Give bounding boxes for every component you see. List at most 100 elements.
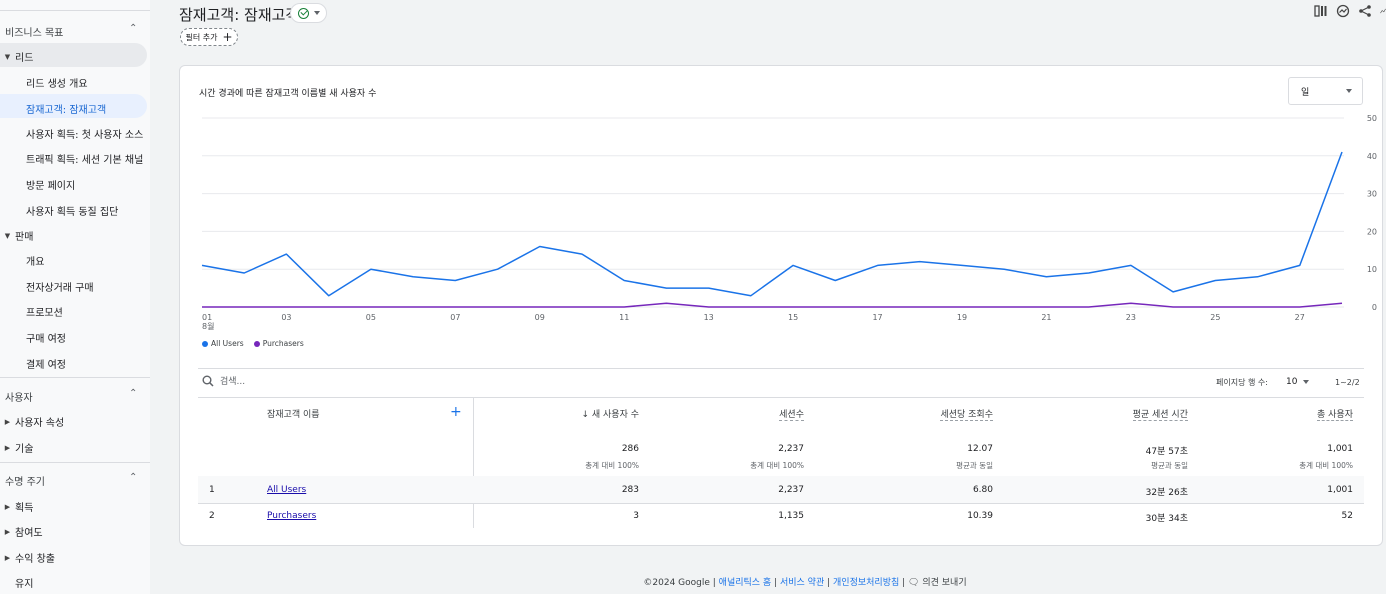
sidebar-item-lead-overview[interactable]: 리드 생성 개요: [26, 79, 88, 90]
sidebar-item-user-acquisition[interactable]: 사용자 획득: 첫 사용자 소스 / ...: [26, 130, 146, 141]
sidebar-item-sales-overview[interactable]: 개요: [26, 257, 45, 268]
header-actions: [1314, 4, 1386, 18]
sidebar-group-label: 획득: [15, 503, 34, 514]
chart-title: 시간 경과에 따른 잠재고객 이름별 새 사용자 수: [199, 89, 377, 99]
col-header-sessions[interactable]: 세션수: [779, 407, 804, 421]
add-filter-button[interactable]: 필터 추가 +: [180, 28, 238, 46]
legend-label: Purchasers: [262, 339, 304, 348]
dimension-header[interactable]: 잠재고객 이름: [267, 410, 320, 420]
granularity-value: 일: [1301, 87, 1310, 98]
add-dimension-icon[interactable]: +: [450, 404, 462, 420]
section-user[interactable]: 사용자: [5, 393, 33, 404]
search-input[interactable]: 검색...: [220, 377, 246, 387]
check-circle-icon: [297, 7, 309, 19]
footer-link-terms[interactable]: 서비스 약관: [779, 578, 825, 588]
table-cell: 1,001: [1327, 485, 1353, 495]
caret-right-icon: ▶: [4, 502, 11, 511]
chart-legend: All Users Purchasers: [202, 339, 304, 348]
sidebar-group-acquisition[interactable]: ▶ 획득: [0, 499, 34, 515]
sidebar-group-monetization[interactable]: ▶ 수익 창출: [0, 550, 55, 566]
rows-per-page-select[interactable]: 10: [1286, 377, 1310, 387]
sidebar-group-tech[interactable]: ▶ 기술: [0, 440, 34, 456]
x-tick-label: 11: [619, 313, 629, 322]
col-header-label: 세션당 조회수: [940, 410, 993, 421]
granularity-select[interactable]: 일: [1288, 77, 1363, 105]
line-chart[interactable]: 0 10 20 30 40 50 01 03 05 07 09 11 13 15 17 19 21 23 25 27 8…: [180, 66, 1384, 336]
sidebar-item-promotions[interactable]: 프로모션: [26, 308, 63, 319]
caret-right-icon: ▶: [4, 417, 11, 426]
sidebar-group-user-attributes[interactable]: ▶ 사용자 속성: [0, 414, 64, 430]
report-card: 시간 경과에 따른 잠재고객 이름별 새 사용자 수 일 0 10 20 30 40 50…: [179, 65, 1383, 546]
plus-icon: +: [222, 30, 233, 44]
table-cell: 52: [1341, 511, 1353, 521]
caret-down-icon: [1303, 380, 1310, 384]
sidebar-group-label: 기술: [15, 444, 34, 455]
status-dropdown[interactable]: [290, 3, 327, 23]
pagination-status: 1~2/2: [1335, 378, 1360, 387]
x-tick-label: 07: [450, 313, 460, 322]
col-header-avg-session-time[interactable]: 평균 세션 시간: [1132, 407, 1188, 421]
y-tick-label: 40: [1367, 152, 1377, 161]
feedback-icon[interactable]: 🗨: [908, 578, 920, 588]
sidebar-group-sales[interactable]: ▼ 판매: [0, 228, 34, 244]
caret-down-icon: ▼: [4, 52, 11, 61]
sidebar-group-retention[interactable]: 유지: [0, 575, 33, 590]
col-header-label: 세션수: [779, 410, 804, 421]
sidebar-item-ecommerce-purchases[interactable]: 전자상거래 구매: [26, 283, 94, 294]
share-icon[interactable]: [1358, 4, 1372, 18]
section-lifecycle[interactable]: 수명 주기: [5, 477, 45, 488]
footer-link-analytics-home[interactable]: 애널리틱스 홈: [718, 578, 772, 588]
table-cell: 3: [633, 511, 639, 521]
sidebar-item-audiences[interactable]: 잠재고객: 잠재고객: [26, 105, 107, 116]
row-index: 1: [209, 485, 215, 495]
footer-link-privacy[interactable]: 개인정보처리방침: [833, 578, 900, 588]
table-divider: [198, 503, 1364, 504]
chevron-up-icon[interactable]: ⌃: [129, 388, 138, 399]
caret-right-icon: ▶: [4, 553, 11, 562]
table-cell: 2,237: [778, 485, 804, 495]
x-tick-label: 19: [957, 313, 967, 322]
table-divider: [198, 368, 1364, 369]
sidebar-item-traffic-acquisition[interactable]: 트래픽 획득: 세션 기본 채널 그...: [26, 155, 146, 166]
sidebar-item-purchase-journey[interactable]: 구매 여정: [26, 334, 66, 345]
sidebar-item-landing-page[interactable]: 방문 페이지: [26, 181, 76, 192]
row-link-all-users[interactable]: All Users: [267, 485, 307, 495]
table-search[interactable]: 검색...: [202, 374, 245, 387]
sidebar-item-cohort[interactable]: 사용자 획득 동질 집단: [26, 207, 119, 218]
footer-feedback[interactable]: 의견 보내기: [922, 578, 967, 588]
total-value: 2,237: [778, 444, 804, 454]
sidebar-group-leads[interactable]: ▼ 리드: [0, 49, 34, 65]
chevron-up-icon[interactable]: ⌃: [129, 472, 138, 483]
row-index: 2: [209, 511, 215, 521]
total-value: 47분 57초: [1145, 447, 1188, 457]
x-tick-label: 17: [872, 313, 882, 322]
row-link-purchasers[interactable]: Purchasers: [267, 511, 317, 521]
compare-columns-icon[interactable]: [1314, 4, 1328, 18]
col-header-views-per-session[interactable]: 세션당 조회수: [940, 407, 993, 421]
sidebar-group-engagement[interactable]: ▶ 참여도: [0, 524, 43, 540]
legend-all-users[interactable]: All Users: [202, 339, 244, 348]
y-tick-label: 30: [1367, 190, 1377, 199]
page-title: 잠재고객: 잠재고객: [179, 6, 300, 24]
chevron-up-icon[interactable]: ⌃: [129, 23, 138, 34]
y-tick-label: 0: [1372, 303, 1377, 312]
total-subtext: 총계 대비 100%: [585, 461, 639, 470]
y-tick-label: 50: [1367, 114, 1377, 123]
footer-copyright: ©2024 Google |: [643, 578, 716, 588]
section-business-goals[interactable]: 비즈니스 목표: [5, 28, 64, 39]
col-header-new-users[interactable]: ↓ 새 사용자 수: [581, 407, 639, 420]
col-header-total-users[interactable]: 총 사용자: [1317, 407, 1353, 421]
x-tick-label: 03: [281, 313, 291, 322]
x-sublabel: 8월: [202, 321, 214, 331]
sidebar-item-checkout-journey[interactable]: 결제 여정: [26, 360, 66, 371]
sidebar-group-label: 유지: [15, 579, 34, 590]
table-cell: 30분 34초: [1145, 514, 1188, 524]
trend-icon[interactable]: [1380, 4, 1386, 18]
legend-purchasers[interactable]: Purchasers: [253, 339, 304, 348]
x-tick-label: 09: [535, 313, 545, 322]
active-item-highlight: [0, 94, 147, 118]
insights-icon[interactable]: [1336, 4, 1350, 18]
legend-dot: [253, 340, 260, 347]
x-tick-label: 01: [202, 313, 212, 322]
legend-label: All Users: [211, 339, 244, 348]
